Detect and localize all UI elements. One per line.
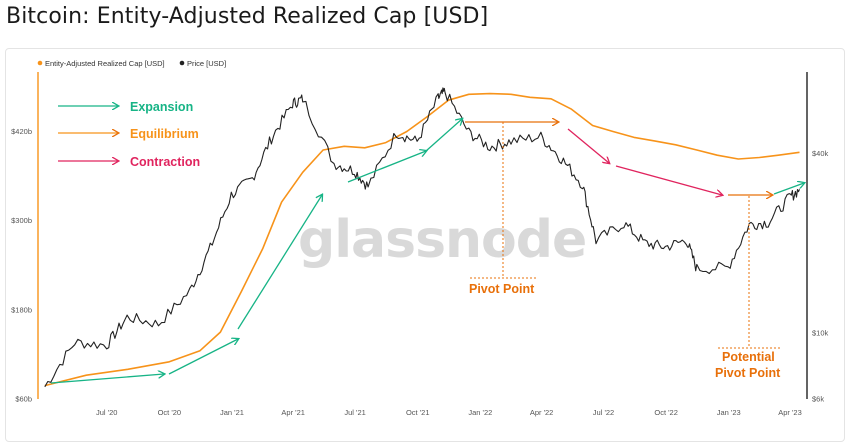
watermark: glassnode <box>298 210 586 270</box>
expansion-arrow-3 <box>237 195 322 330</box>
key-equilibrium-label: Equilibrium <box>130 127 199 141</box>
y-right-ticks: $6k $10k $40k <box>812 149 829 404</box>
x-tick-label: Jul '21 <box>344 408 365 417</box>
expansion-arrow-6 <box>773 183 804 195</box>
x-tick-label: Jan '21 <box>220 408 244 417</box>
series-realized-cap <box>44 92 800 387</box>
key-expansion-label: Expansion <box>130 100 193 114</box>
y-left-tick-label: $60b <box>15 395 32 404</box>
chart-legend: Entity-Adjusted Realized Cap [USD] Price… <box>37 59 226 68</box>
x-tick-label: Jan '22 <box>468 408 492 417</box>
x-tick-label: Jul '20 <box>96 408 117 417</box>
y-left-ticks: $60b $180b $300b $420b <box>11 127 32 404</box>
y-left-tick-label: $180b <box>11 305 32 314</box>
expansion-arrow-1 <box>50 374 164 384</box>
legend-dot-price <box>179 60 185 66</box>
equilibrium-arrows <box>465 122 772 195</box>
x-tick-label: Apr '21 <box>281 408 305 417</box>
series-price <box>44 87 801 388</box>
x-tick-label: Apr '22 <box>530 408 554 417</box>
y-left-tick-label: $300b <box>11 216 32 225</box>
chart-svg: Entity-Adjusted Realized Cap [USD] Price… <box>11 59 829 417</box>
potential-pivot-label-line1: Potential <box>722 350 775 364</box>
legend-label-realized-cap: Entity-Adjusted Realized Cap [USD] <box>45 59 165 68</box>
expansion-arrow-5 <box>425 119 462 152</box>
expansion-arrows <box>50 119 804 384</box>
page-title: Bitcoin: Entity-Adjusted Realized Cap [U… <box>6 4 489 29</box>
y-right-tick-label: $10k <box>812 328 829 337</box>
x-tick-label: Jan '23 <box>717 408 741 417</box>
x-tick-label: Jul '22 <box>593 408 614 417</box>
x-tick-label: Oct '20 <box>158 408 182 417</box>
x-tick-label: Apr '23 <box>778 408 802 417</box>
x-axis-ticks: Jul '20 Oct '20 Jan '21 Apr '21 Jul '21 Oct '… <box>96 408 802 417</box>
legend-label-price: Price [USD] <box>187 59 226 68</box>
expansion-arrow-2 <box>168 339 238 375</box>
potential-pivot-label-line2: Pivot Point <box>715 366 781 380</box>
key-contraction-label: Contraction <box>130 155 200 169</box>
pivot-markers <box>470 122 781 349</box>
y-left-tick-label: $420b <box>11 127 32 136</box>
contraction-arrows <box>567 128 722 195</box>
y-right-tick-label: $6k <box>812 395 824 404</box>
x-tick-label: Oct '21 <box>406 408 430 417</box>
x-tick-label: Oct '22 <box>654 408 678 417</box>
legend-dot-realized-cap <box>37 60 43 66</box>
contraction-arrow-2 <box>615 165 722 195</box>
annotation-key: Expansion Equilibrium Contraction <box>58 100 200 169</box>
contraction-arrow-1 <box>567 128 609 163</box>
chart-container: Entity-Adjusted Realized Cap [USD] Price… <box>5 48 845 442</box>
pivot-point-label: Pivot Point <box>469 282 535 296</box>
expansion-arrow-4 <box>347 151 426 183</box>
y-right-tick-label: $40k <box>812 149 829 158</box>
